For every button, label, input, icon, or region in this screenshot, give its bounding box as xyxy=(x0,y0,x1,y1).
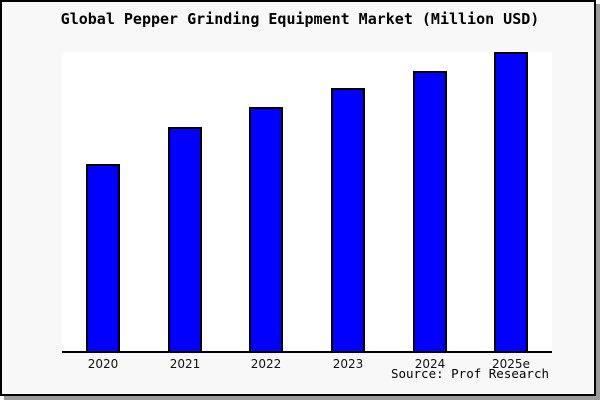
chart-title: Global Pepper Grinding Equipment Market … xyxy=(60,10,540,28)
plot-area xyxy=(62,52,552,353)
x-tick-label-2025e: 2025e xyxy=(492,357,530,371)
x-tick-label-2020: 2020 xyxy=(87,357,119,371)
source-credit: Source: Prof Research xyxy=(390,366,549,381)
x-tick-label-2024: 2024 xyxy=(414,357,446,371)
x-tick-label-2023: 2023 xyxy=(332,357,364,371)
bar-2021 xyxy=(168,127,202,351)
bar-2020 xyxy=(86,164,120,351)
bar-2024 xyxy=(413,71,447,351)
bar-2025e xyxy=(494,52,528,351)
bar-2023 xyxy=(331,88,365,351)
x-tick-label-2021: 2021 xyxy=(169,357,201,371)
x-tick-label-2022: 2022 xyxy=(250,357,282,371)
bar-2022 xyxy=(249,107,283,351)
x-axis: 2020 2021 2022 2023 2024 2025e xyxy=(62,357,552,373)
